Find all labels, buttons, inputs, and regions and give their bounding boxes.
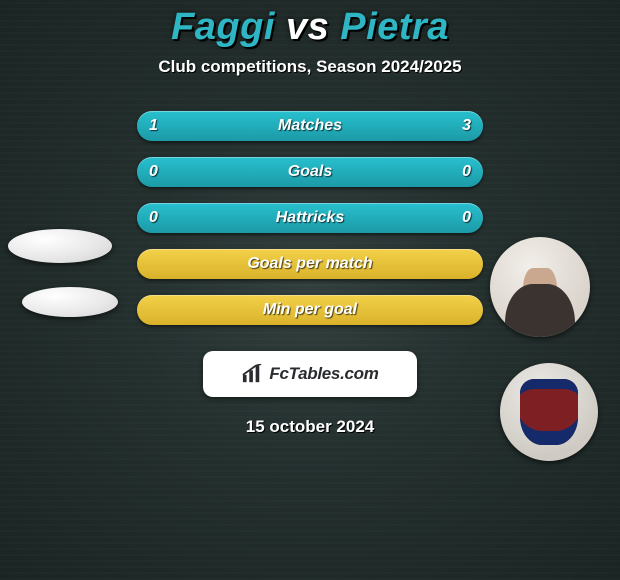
stat-bar-left-value: 1 [149,111,158,141]
stats-area: Matches 1 3 Goals 0 0 Hattricks 0 0 Goals per mat… [0,111,620,325]
stat-bar-left-value: 0 [149,203,158,233]
stat-bar: Min per goal [137,295,483,325]
title-player1: Faggi [171,6,275,48]
subtitle: Club competitions, Season 2024/2025 [0,57,620,77]
brand-text: FcTables.com [269,364,378,384]
brand-box: FcTables.com [203,351,417,397]
stat-bar-label: Hattricks [276,209,344,227]
stat-bar: Goals per match [137,249,483,279]
page-title: Faggi vs Pietra [0,6,620,49]
stat-bar-left-value: 0 [149,157,158,187]
stat-bar: Hattricks 0 0 [137,203,483,233]
title-vs: vs [286,6,329,48]
stat-bar: Goals 0 0 [137,157,483,187]
stat-bars: Matches 1 3 Goals 0 0 Hattricks 0 0 Goals per mat… [137,111,483,325]
player2-club-crest [500,363,598,461]
brand-barchart-icon [241,364,263,384]
player1-club-crest [22,287,118,317]
stat-bar-right-value: 3 [462,111,471,141]
stat-bar-label: Min per goal [263,301,357,319]
player1-photo [8,229,112,263]
player2-photo [490,237,590,337]
stat-bar-right-value: 0 [462,203,471,233]
title-player2: Pietra [340,6,449,48]
stat-bar: Matches 1 3 [137,111,483,141]
content-root: Faggi vs Pietra Club competitions, Seaso… [0,0,620,580]
stat-bar-label: Matches [278,117,342,135]
stat-bar-label: Goals per match [247,255,372,273]
stat-bar-label: Goals [288,163,332,181]
stat-bar-right-value: 0 [462,157,471,187]
